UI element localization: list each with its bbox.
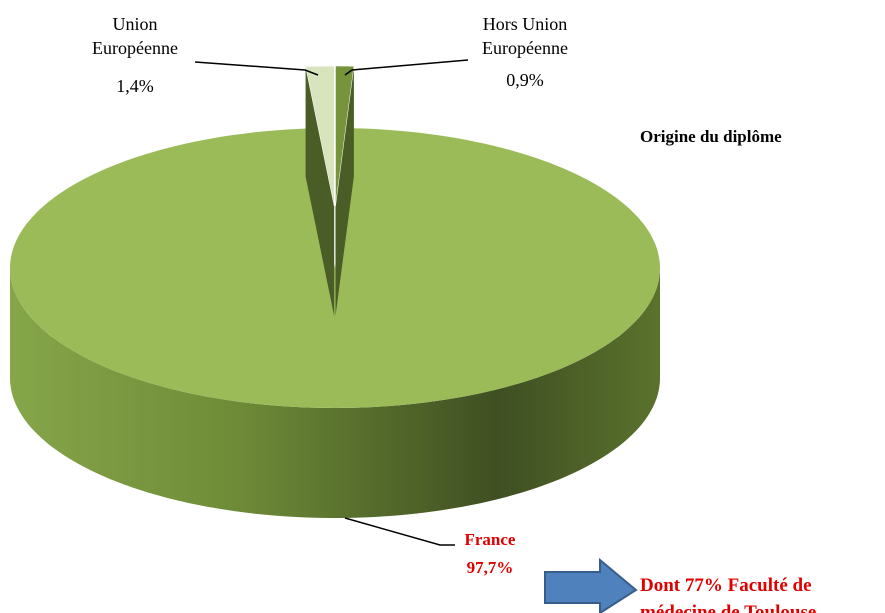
- value-label: 1,4%: [116, 76, 154, 96]
- pie: [10, 65, 660, 518]
- annotation: Dont 77% Faculté de médecine de Toulouse: [640, 575, 817, 613]
- leader-line: [194, 61, 319, 76]
- slice: [10, 128, 660, 408]
- leader-line: [344, 517, 455, 546]
- category-label: Union Européenne: [92, 14, 178, 58]
- value-label: 0,9%: [506, 70, 544, 90]
- arrow: [544, 557, 638, 613]
- slice: [305, 65, 335, 207]
- chart-title: Origine du diplôme: [640, 127, 782, 146]
- slice-side: [10, 268, 660, 518]
- slice-face: [305, 66, 335, 317]
- leader-line: [344, 59, 469, 76]
- value-label: 97,7%: [466, 558, 514, 577]
- category-label: France: [464, 530, 516, 549]
- slice: [335, 65, 355, 207]
- category-label: Hors Union Européenne: [482, 14, 568, 58]
- slice-face: [335, 66, 354, 316]
- leader-lines: [194, 59, 469, 546]
